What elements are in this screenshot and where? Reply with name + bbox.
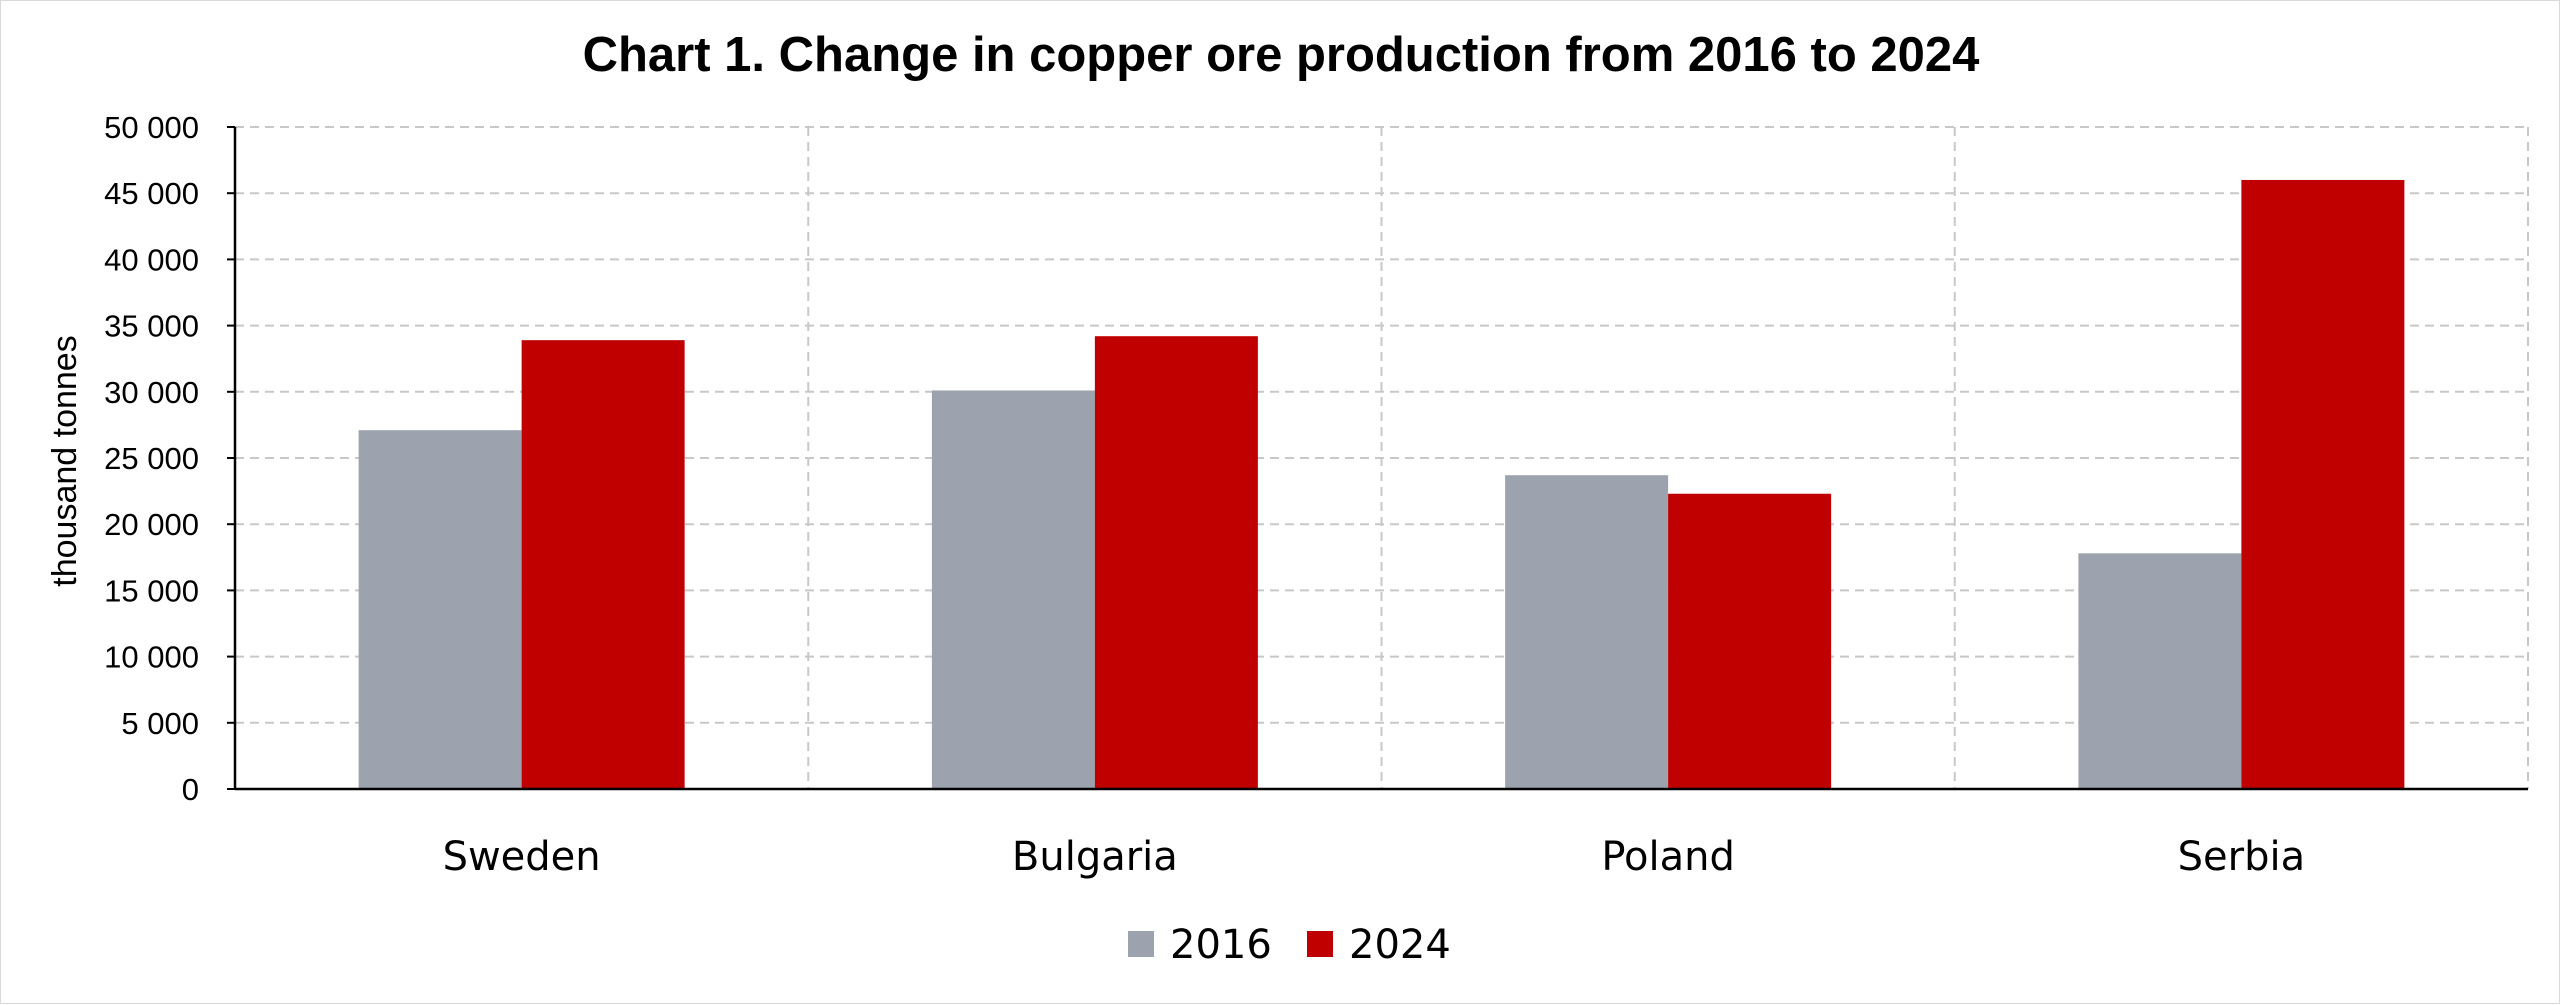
y-tick-label-9: 45 000 — [104, 176, 199, 211]
y-tick-label-5: 25 000 — [104, 441, 199, 476]
y-tick-label-1: 5 000 — [121, 706, 199, 741]
bar-2024-serbia — [2241, 179, 2405, 789]
bar-2016-serbia — [2078, 553, 2242, 789]
x-tick-label-sweden: Sweden — [443, 834, 601, 880]
bar-2016-bulgaria — [931, 390, 1095, 789]
legend: 2016 2024 — [1128, 922, 1451, 968]
y-tick-label-8: 40 000 — [104, 242, 199, 277]
legend-label-2024: 2024 — [1349, 922, 1451, 968]
x-tick-label-bulgaria: Bulgaria — [1012, 834, 1178, 880]
x-tick-label-serbia: Serbia — [2178, 834, 2305, 880]
bar-2016-sweden — [358, 430, 522, 789]
legend-swatch-2016 — [1128, 931, 1154, 957]
y-tick-label-2: 10 000 — [104, 640, 199, 675]
y-tick-label-3: 15 000 — [104, 573, 199, 608]
y-tick-label-6: 30 000 — [104, 375, 199, 410]
bar-2024-sweden — [521, 340, 685, 789]
y-tick-label-7: 35 000 — [104, 309, 199, 344]
bars — [358, 179, 2405, 789]
bar-2024-bulgaria — [1094, 336, 1258, 789]
y-tick-label-4: 20 000 — [104, 507, 199, 542]
y-tick-labels: 0 5 000 10 000 15 000 20 000 25 000 30 000 35 0… — [104, 110, 199, 807]
y-axis-label: thousand tonnes — [46, 335, 84, 586]
chart-title: Chart 1. Change in copper ore production… — [583, 28, 1980, 82]
bar-2024-poland — [1668, 493, 1832, 789]
legend-swatch-2024 — [1307, 931, 1333, 957]
x-tick-labels: Sweden Bulgaria Poland Serbia — [443, 834, 2306, 880]
y-tick-label-10: 50 000 — [104, 110, 199, 145]
y-tick-label-0: 0 — [182, 772, 199, 807]
bar-2016-poland — [1505, 475, 1669, 789]
axes — [227, 126, 2528, 791]
x-tick-label-poland: Poland — [1601, 834, 1735, 880]
legend-label-2016: 2016 — [1170, 922, 1272, 968]
